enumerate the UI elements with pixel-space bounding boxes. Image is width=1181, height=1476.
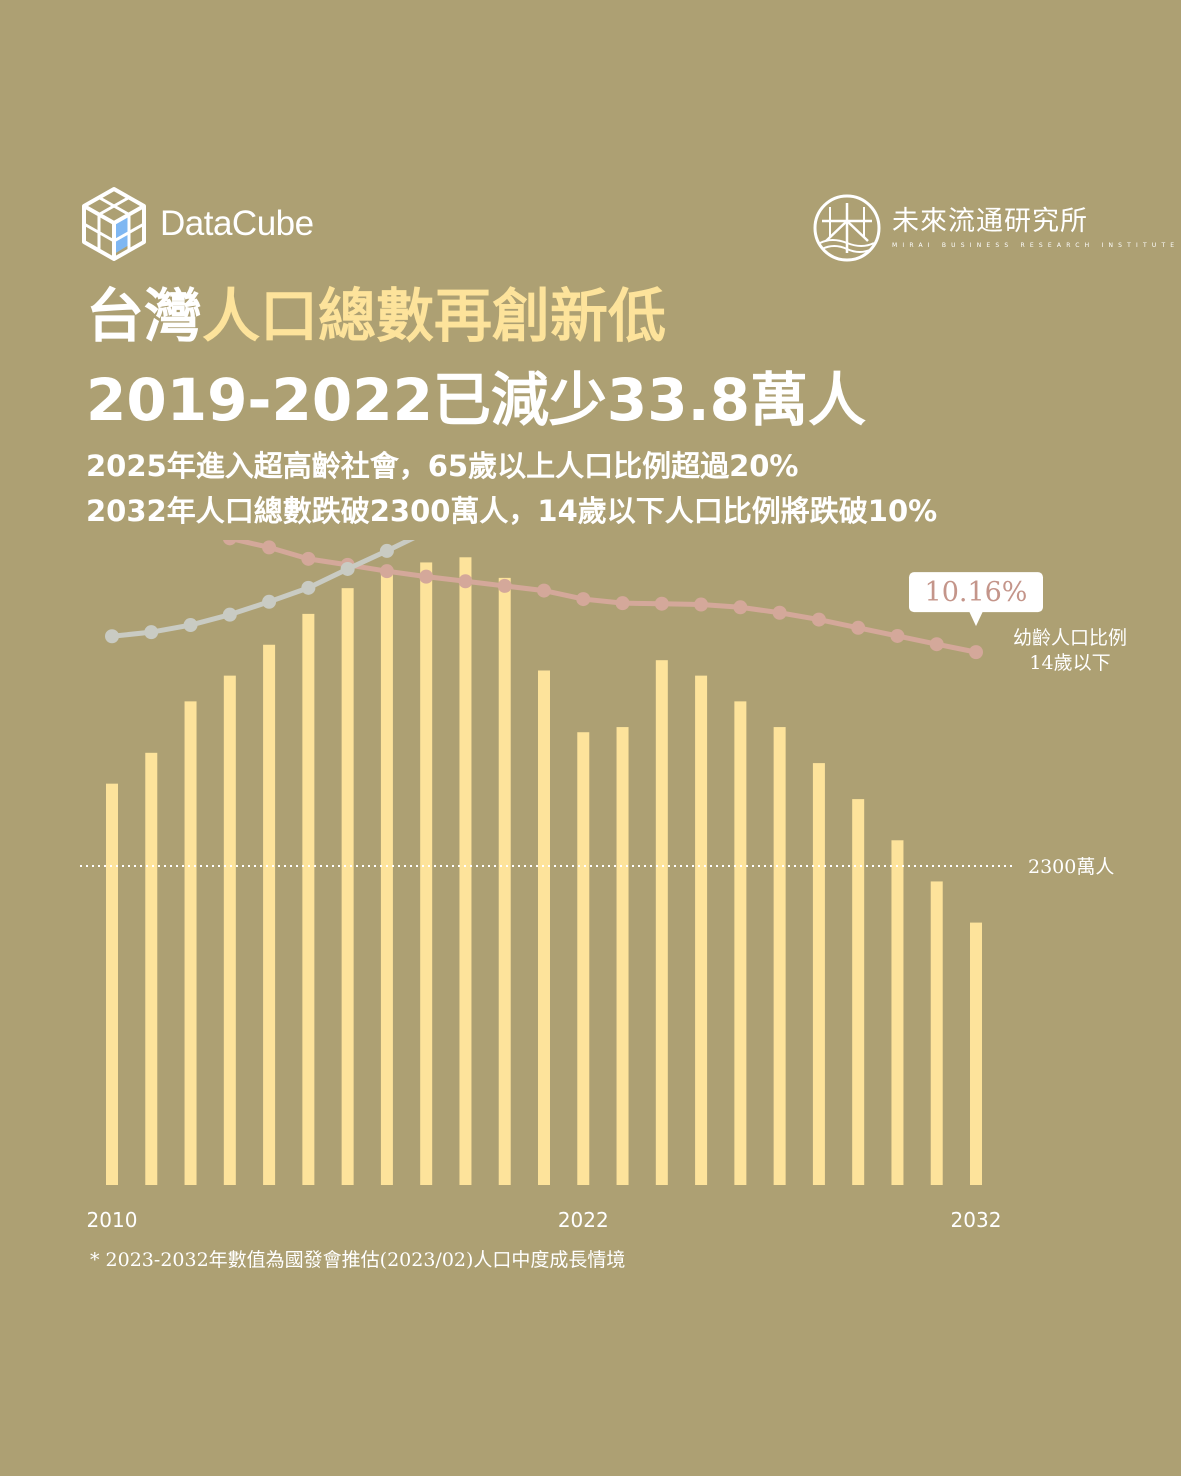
subtitle-1: 2025年進入超高齡社會，65歲以上人口比例超過20%: [86, 449, 799, 483]
youth-point-2026: [733, 600, 748, 615]
bar-2030: [891, 840, 904, 1185]
bar-2028: [812, 763, 825, 1185]
youth-point-2014: [262, 540, 277, 555]
datacube-logo: DataCube: [80, 185, 314, 263]
youth-point-2013: [223, 540, 237, 546]
elderly-point-2011: [144, 625, 159, 640]
headline-line2: 2019-2022已減少33.8萬人: [86, 366, 867, 434]
bar-2014: [263, 644, 276, 1185]
institute-name-en: MIRAI BUSINESS RESEARCH INSTITUTE: [892, 242, 1180, 249]
bar-2012: [184, 701, 197, 1185]
youth-point-2019: [458, 574, 473, 589]
elderly-point-2010: [105, 629, 119, 644]
headline-highlight: 人口總數再創新低: [202, 282, 667, 350]
elderly-point-2016: [340, 561, 355, 576]
bar-2024: [655, 660, 668, 1185]
elderly-point-2015: [301, 580, 316, 595]
youth-point-2017: [379, 564, 394, 579]
callout-pointer-2032-youth: [969, 611, 983, 627]
youth-point-2027: [772, 605, 787, 620]
bar-2017: [380, 572, 393, 1185]
bar-2018: [420, 562, 433, 1185]
headline-pre: 台灣: [86, 282, 203, 350]
bar-2032: [970, 922, 982, 1185]
bar-2029: [852, 799, 865, 1185]
youth-point-2021: [537, 583, 551, 598]
bar-2031: [930, 881, 943, 1185]
subtitle-2: 2032年人口總數跌破2300萬人，14歲以下人口比例將跌破10%: [86, 494, 938, 528]
youth-point-2028: [811, 612, 826, 627]
elderly-point-2017: [379, 543, 394, 558]
youth-point-2018: [419, 569, 434, 584]
bar-2025: [695, 675, 708, 1185]
reference-label: 2300萬人: [1028, 856, 1114, 878]
bar-2015: [302, 613, 315, 1185]
institute-logo: 未來流通研究所 MIRAI BUSINESS RESEARCH INSTITUT…: [812, 193, 1179, 263]
institute-name-cn: 未來流通研究所: [892, 206, 1088, 237]
bar-2011: [145, 752, 158, 1185]
bar-2026: [734, 701, 747, 1185]
x-tick-2022: 2022: [558, 1208, 609, 1232]
youth-point-2020: [497, 578, 512, 593]
elderly-point-2013: [222, 607, 237, 622]
bar-2022: [577, 732, 590, 1185]
bar-2013: [223, 675, 236, 1185]
youth-point-2023: [615, 596, 630, 611]
forest-seal-icon: [813, 194, 881, 262]
youth-point-2030: [890, 628, 905, 643]
population-chart: 2300萬人高齡人口比例65歲以上幼齡人口比例14歲以下17.56%25.55%…: [80, 540, 1127, 1232]
bar-2020: [498, 577, 511, 1185]
youth-point-2022: [576, 592, 591, 607]
youth-point-2032: [969, 645, 983, 660]
x-tick-2010: 2010: [87, 1208, 138, 1232]
bar-2021: [538, 670, 550, 1185]
bar-2016: [341, 588, 354, 1185]
bar-2019: [459, 557, 472, 1185]
cube-icon: [82, 187, 146, 261]
youth-label-line1: 幼齡人口比例: [1013, 627, 1127, 649]
bar-2023: [616, 727, 629, 1185]
headline-line1: 台灣人口總數再創新低: [86, 283, 666, 349]
youth-point-2029: [851, 620, 866, 635]
youth-point-2031: [929, 637, 944, 652]
callout-text-2032-youth: 10.16%: [925, 577, 1028, 608]
datacube-name: DataCube: [160, 204, 314, 243]
youth-point-2024: [654, 596, 669, 611]
youth-point-2015: [301, 551, 316, 566]
elderly-point-2012: [183, 618, 198, 633]
elderly-series-line: [111, 540, 416, 639]
footnote: * 2023-2032年數值為國發會推估(2023/02)人口中度成長情境: [90, 1249, 626, 1271]
x-tick-2032: 2032: [951, 1208, 1002, 1232]
bar-2010: [106, 783, 118, 1185]
youth-label-line2: 14歲以下: [1029, 652, 1110, 674]
elderly-point-2014: [262, 594, 277, 609]
callout-box-2032-youth: [909, 572, 1043, 613]
bar-2027: [773, 727, 786, 1185]
youth-point-2025: [694, 597, 709, 612]
